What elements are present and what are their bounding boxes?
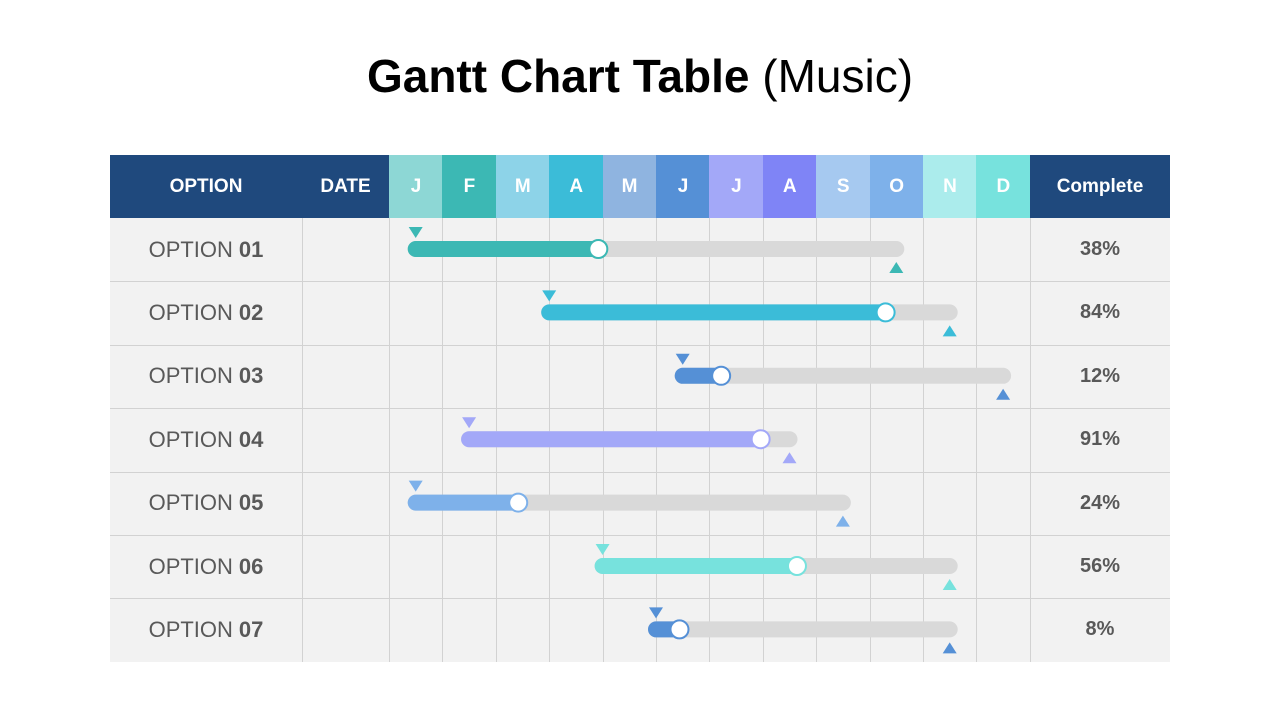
complete-value: 56% [1079, 555, 1121, 577]
month-header-1: J [389, 155, 443, 218]
row-label-number: 02 [238, 299, 264, 325]
row-label-prefix: OPTION [148, 490, 233, 516]
task-progress-handle [875, 302, 896, 323]
gantt-chart [407, 227, 1012, 654]
task-progress-handle [588, 239, 609, 259]
row-divider [110, 535, 1170, 536]
end-marker-icon [782, 452, 797, 464]
column-divider [1030, 218, 1031, 662]
month-header-8: A [762, 155, 817, 218]
task-progress-handle [786, 556, 807, 576]
header-option: OPTION [110, 155, 302, 218]
title-main: Gantt Chart Table [366, 50, 750, 102]
row-label-prefix: OPTION [148, 236, 233, 262]
header-complete: Complete [1030, 155, 1170, 218]
end-marker-icon [835, 515, 850, 527]
column-divider [302, 218, 303, 662]
start-marker-icon [462, 417, 477, 429]
complete-value: 8% [1085, 618, 1115, 641]
end-marker-icon [942, 642, 957, 654]
row-label: OPTION 06 [110, 535, 302, 598]
month-header-10: O [869, 155, 924, 218]
complete-value: 24% [1079, 491, 1121, 514]
end-marker-icon [942, 579, 957, 590]
task-progress-handle [508, 492, 529, 513]
column-divider [816, 218, 817, 662]
row-label: OPTION 04 [110, 408, 302, 471]
task-progress-handle [750, 429, 771, 450]
row-divider [110, 281, 1170, 283]
column-divider [442, 218, 443, 662]
row-label-prefix: OPTION [148, 426, 233, 452]
month-header-5: M [602, 155, 657, 218]
row-divider [110, 344, 1170, 346]
start-marker-icon [408, 227, 423, 238]
end-marker-icon [942, 325, 957, 337]
start-marker-icon [675, 353, 690, 365]
header-date: DATE [302, 155, 389, 218]
month-header-7: J [709, 155, 764, 218]
complete-value: 91% [1079, 428, 1121, 451]
task-progress-handle [669, 619, 690, 640]
start-marker-icon [649, 607, 663, 619]
end-marker-icon [996, 388, 1011, 400]
month-header-4: A [549, 155, 604, 218]
row-label: OPTION 07 [110, 598, 302, 661]
row-divider [110, 408, 1170, 410]
row-label-number: 03 [238, 363, 264, 389]
column-divider [870, 218, 871, 662]
row-label-number: 05 [238, 490, 264, 516]
row-label-prefix: OPTION [148, 299, 233, 325]
row-label-prefix: OPTION [148, 553, 233, 579]
row-divider [110, 471, 1170, 473]
row-label-number: 04 [238, 426, 264, 452]
start-marker-icon [595, 544, 610, 555]
row-label: OPTION 03 [110, 345, 302, 408]
row-label: OPTION 01 [110, 218, 302, 281]
month-header-11: N [923, 155, 977, 218]
column-divider [923, 218, 924, 662]
row-label-prefix: OPTION [148, 616, 233, 642]
month-header-12: D [976, 155, 1031, 218]
complete-value: 38% [1079, 238, 1121, 260]
complete-value: 84% [1079, 301, 1121, 324]
row-label-prefix: OPTION [148, 363, 233, 389]
column-divider [976, 218, 977, 662]
month-header-2: F [442, 155, 497, 218]
row-label: OPTION 02 [110, 281, 302, 344]
page-title: Gantt Chart Table (Music) [0, 48, 1280, 104]
start-marker-icon [408, 480, 423, 492]
row-label-number: 06 [238, 553, 264, 579]
row-label-number: 01 [238, 236, 264, 262]
row-divider [110, 598, 1170, 600]
complete-value: 12% [1079, 364, 1121, 387]
row-label: OPTION 05 [110, 472, 302, 535]
task-progress-handle [711, 365, 732, 386]
column-divider [389, 218, 390, 662]
month-header-3: M [495, 155, 550, 218]
title-sub: (Music) [762, 50, 914, 102]
start-marker-icon [542, 290, 557, 302]
end-marker-icon [889, 262, 904, 273]
row-label-number: 07 [238, 616, 264, 642]
month-header-6: J [656, 155, 710, 218]
month-header-9: S [816, 155, 871, 218]
